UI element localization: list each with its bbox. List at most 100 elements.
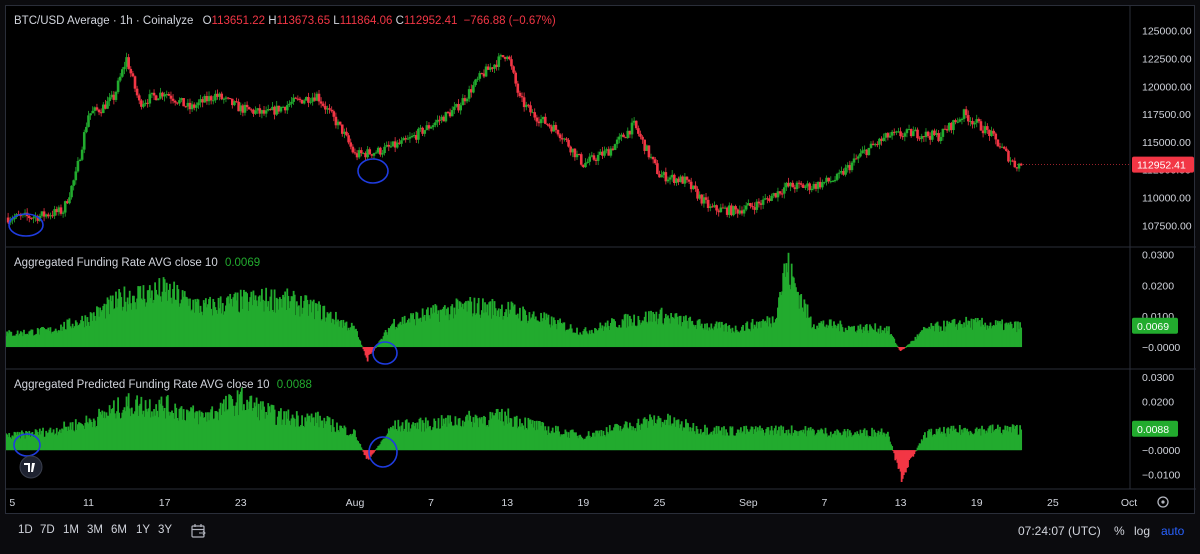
histogram-bar — [714, 323, 717, 348]
range-1m-button[interactable]: 1M — [63, 524, 79, 536]
histogram-bar — [503, 315, 505, 348]
log-toggle[interactable]: log — [1134, 524, 1151, 538]
histogram-bar — [28, 331, 31, 348]
symbol-title[interactable]: BTC/USD Average · 1h · Coinalyze — [14, 15, 194, 27]
histogram-bar — [863, 428, 866, 451]
histogram-bar — [887, 431, 889, 451]
histogram-bar — [84, 315, 87, 348]
histogram-bar — [438, 429, 441, 451]
histogram-bar — [755, 321, 758, 348]
range-1d-button[interactable]: 1D — [18, 524, 33, 536]
candle — [933, 130, 936, 136]
histogram-bar — [66, 430, 69, 451]
histogram-bar — [91, 427, 94, 451]
histogram-bar — [455, 424, 458, 451]
candle — [463, 98, 467, 102]
candle — [106, 101, 109, 109]
histogram-bar — [652, 312, 655, 348]
price-tick-label: 115000.00 — [1142, 137, 1191, 149]
histogram-bar — [999, 321, 1001, 348]
histogram-bar — [541, 422, 544, 451]
histogram-bar — [705, 329, 707, 348]
range-1y-button[interactable]: 1Y — [136, 524, 151, 536]
candle — [499, 55, 503, 57]
histogram-bar — [533, 420, 536, 451]
histogram-bar — [108, 405, 111, 451]
percent-toggle[interactable]: % — [1114, 524, 1125, 538]
candle — [332, 111, 336, 117]
candle — [271, 106, 274, 111]
histogram-bar — [986, 432, 989, 451]
histogram-bar — [899, 347, 902, 352]
range-3y-button[interactable]: 3Y — [158, 524, 173, 536]
histogram-bar — [612, 318, 614, 348]
histogram-bar — [292, 417, 295, 451]
candle — [78, 159, 82, 161]
candle — [474, 79, 477, 86]
histogram-bar — [654, 423, 657, 451]
date-range-icon[interactable] — [190, 523, 208, 539]
histogram-bar — [621, 319, 624, 348]
histogram-bar — [985, 430, 988, 451]
candle — [994, 133, 998, 140]
histogram-bar — [615, 423, 618, 451]
histogram-bar — [694, 434, 697, 451]
indicator-tick-label: 0.0300 — [1142, 250, 1174, 262]
candle — [497, 56, 501, 67]
annotation-circle — [13, 433, 41, 457]
histogram-bar — [287, 409, 290, 451]
range-7d-button[interactable]: 7D — [40, 524, 55, 536]
histogram-bar — [161, 405, 164, 451]
histogram-bar — [708, 327, 711, 348]
histogram-bar — [717, 322, 720, 348]
histogram-bar — [115, 291, 117, 348]
histogram-bar — [488, 302, 491, 348]
histogram-bar — [320, 420, 323, 451]
histogram-bar — [266, 414, 269, 451]
candle — [247, 107, 251, 110]
histogram-bar — [565, 431, 568, 451]
histogram-bar — [430, 430, 432, 451]
annotation-circle — [357, 158, 389, 184]
candle — [628, 130, 632, 135]
histogram-bar — [624, 421, 627, 451]
histogram-bar — [118, 412, 121, 451]
histogram-bar — [735, 329, 738, 348]
histogram-bar — [105, 304, 108, 348]
histogram-bar — [359, 444, 362, 451]
histogram-bar — [881, 330, 884, 348]
histogram-bar — [530, 423, 533, 451]
chart-canvas[interactable]: 125000.00122500.00120000.00117500.001150… — [6, 6, 1196, 515]
candle — [586, 161, 589, 163]
auto-toggle[interactable]: auto — [1161, 524, 1185, 538]
histogram-bar — [467, 420, 470, 451]
histogram-bar — [946, 428, 949, 451]
histogram-bar — [6, 434, 8, 451]
utc-clock[interactable]: 07:24:07 (UTC) — [1018, 524, 1101, 538]
predicted-title[interactable]: Aggregated Predicted Funding Rate AVG cl… — [14, 379, 270, 391]
histogram-bar — [1002, 330, 1005, 348]
histogram-bar — [354, 329, 356, 348]
histogram-bar — [474, 414, 477, 451]
chart-area[interactable]: 125000.00 122500.00 120000.00 117500.00 1150… — [5, 5, 1196, 515]
histogram-bar — [843, 332, 846, 348]
histogram-bar — [388, 328, 391, 348]
histogram-bar — [867, 437, 870, 451]
histogram-bar — [695, 425, 698, 451]
histogram-bar — [832, 328, 834, 348]
histogram-bar — [64, 329, 67, 348]
histogram-bar — [129, 303, 132, 348]
funding-title[interactable]: Aggregated Funding Rate AVG close 10 — [14, 257, 218, 269]
histogram-bar — [498, 316, 501, 348]
histogram-bar — [525, 315, 528, 348]
candle — [188, 102, 192, 110]
funding-legend: Aggregated Funding Rate AVG close 10 0.0… — [14, 257, 260, 269]
histogram-bar — [201, 315, 204, 348]
histogram-bar — [300, 295, 302, 348]
histogram-bar — [170, 412, 172, 451]
range-3m-button[interactable]: 3M — [87, 524, 103, 536]
histogram-bar — [247, 409, 250, 451]
histogram-bar — [64, 426, 67, 451]
histogram-bar — [920, 439, 923, 451]
range-6m-button[interactable]: 6M — [111, 524, 127, 536]
